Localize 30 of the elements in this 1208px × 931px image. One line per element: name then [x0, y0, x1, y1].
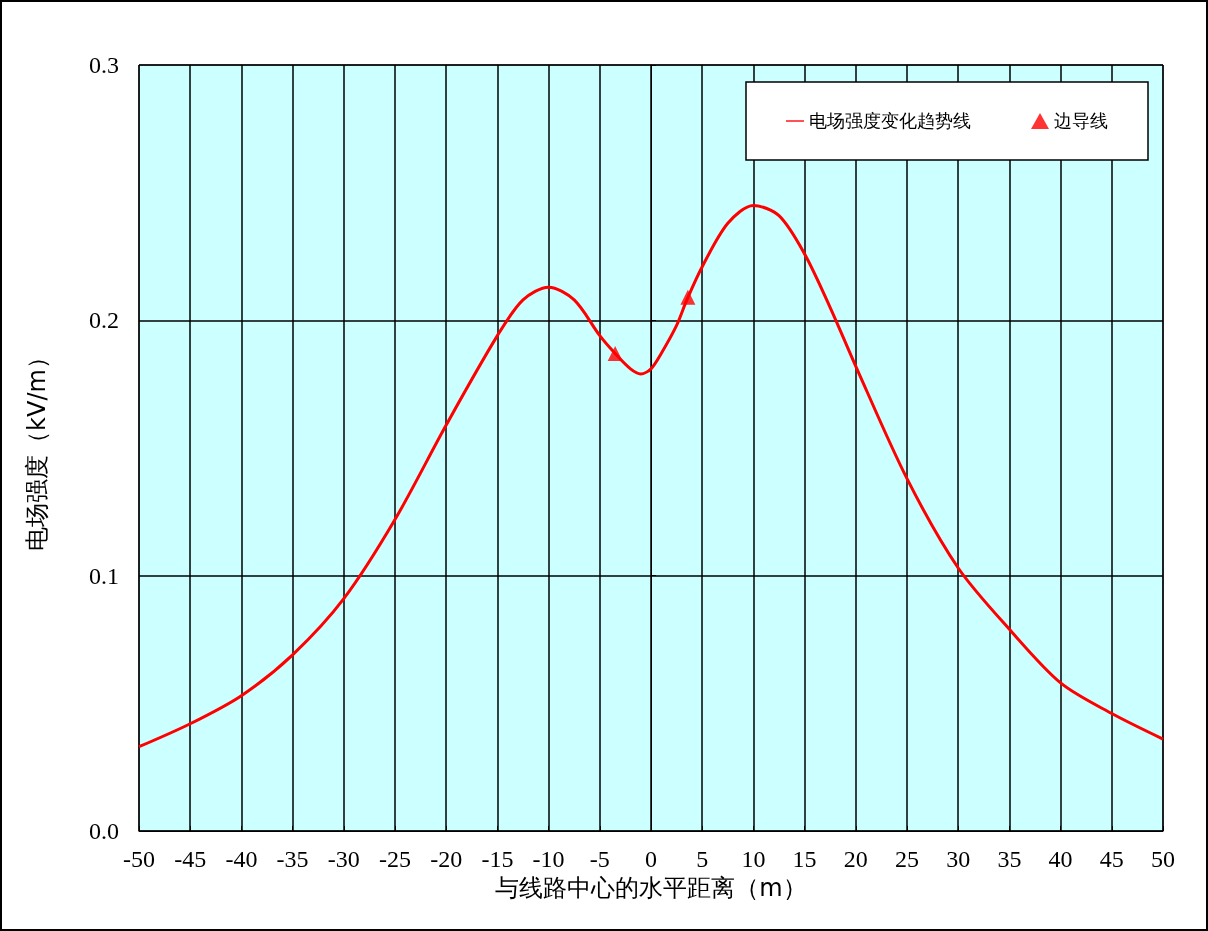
- x-tick-label: -15: [481, 846, 514, 872]
- x-tick-label: 40: [1048, 846, 1073, 872]
- x-axis-title: 与线路中心的水平距离（m）: [495, 873, 807, 902]
- legend-label: 电场强度变化趋势线: [809, 111, 971, 131]
- x-tick-label: -45: [174, 846, 207, 872]
- x-tick-label: -10: [532, 846, 565, 872]
- x-tick-label: 35: [997, 846, 1022, 872]
- x-tick-label: 25: [895, 846, 919, 872]
- x-tick-label: -30: [327, 846, 360, 872]
- x-tick-label: -50: [123, 846, 155, 872]
- x-tick-label: 5: [696, 846, 709, 872]
- y-tick-label: 0.2: [89, 307, 119, 334]
- x-tick-label: -5: [589, 846, 610, 872]
- y-axis-title: 电场强度（kV/m）: [23, 345, 51, 551]
- x-tick-label: 50: [1151, 846, 1175, 872]
- x-tick-label: -20: [430, 846, 463, 872]
- x-tick-label: 20: [843, 846, 868, 872]
- legend-label: 边导线: [1054, 111, 1108, 131]
- x-tick-label: -40: [225, 846, 258, 872]
- x-tick-label: 30: [946, 846, 971, 872]
- x-tick-label: 10: [741, 846, 766, 872]
- y-tick-label: 0.1: [89, 562, 119, 589]
- line-series: [137, 203, 1165, 749]
- x-tick-label: -35: [276, 846, 309, 872]
- x-tick-label: 0: [645, 846, 657, 872]
- x-tick-label: 15: [792, 846, 817, 872]
- y-tick-label: 0.3: [89, 52, 119, 78]
- x-tick-label: 45: [1099, 846, 1124, 872]
- x-tick-label: -25: [379, 846, 411, 872]
- y-tick-label: 0.0: [89, 818, 119, 844]
